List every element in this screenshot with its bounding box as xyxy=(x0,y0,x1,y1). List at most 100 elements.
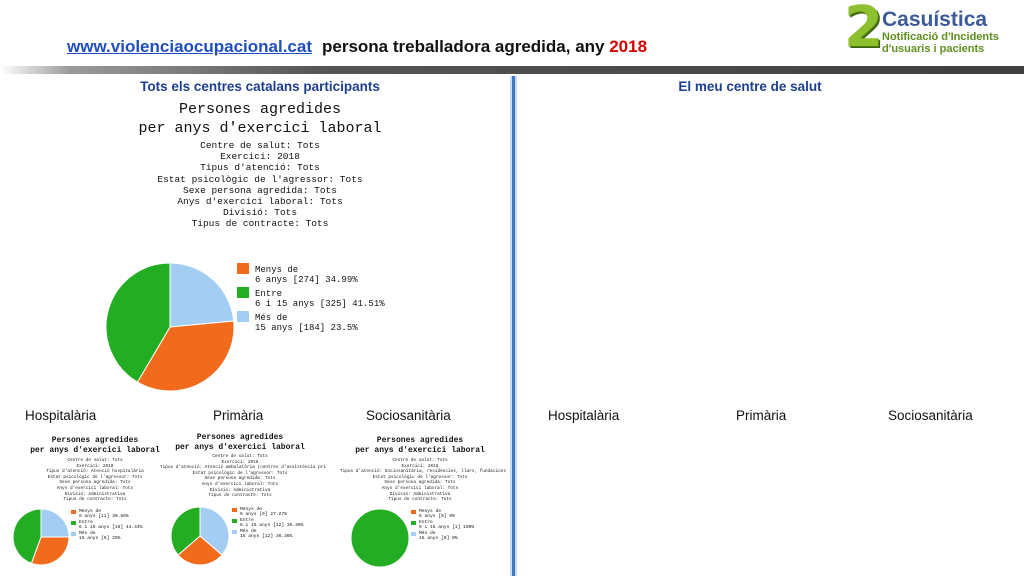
mini-legend-item: Més de 15 anys [0] 0% xyxy=(419,531,458,541)
mini-legend-text: Entre xyxy=(79,520,93,525)
mini-legend-text: Menys de xyxy=(240,507,263,512)
mini-legend-swatch xyxy=(71,521,76,525)
mini-legend-text: 15 anys [9] 25% xyxy=(79,536,121,541)
page-title: www.violenciaocupacional.cat persona treb… xyxy=(67,37,647,57)
casuistica-logo: 2 Casuística Notificació d'Incidents d'u… xyxy=(842,0,1022,60)
mini-chart-prim-filters: Centre de salut: Tots Exercici: 2018 Tip… xyxy=(160,454,326,499)
mini-title-line: Persones agredides xyxy=(376,436,464,445)
mini-filter-line: Estat psicològic de l'agressor: Tots xyxy=(372,474,468,480)
legend-text: Entre xyxy=(255,289,283,299)
pie-slice-0 xyxy=(30,536,70,566)
mini-legend-text: 6 anys [0] 0% xyxy=(419,514,455,519)
mini-filter-line: Anys d'exercici laboral: Tots xyxy=(56,485,134,491)
mini-legend-text: Entre xyxy=(240,518,254,523)
mini-legend-swatch xyxy=(411,521,416,525)
mini-chart-prim-title: Persones agredides per anys d'exercici l… xyxy=(165,433,315,453)
mini-filter-line: Tipus de contracte: Tots xyxy=(388,497,452,503)
filter-line: Sexe persona agredida: Tots xyxy=(183,184,337,196)
mini-filter-line: Exercici: 2018 xyxy=(76,463,114,469)
main-chart-title: Persones agredides per anys d'exercici l… xyxy=(110,100,410,138)
pie-slice-0 xyxy=(136,320,235,392)
mini-legend-text: Més de xyxy=(79,531,96,536)
pie-slice-2 xyxy=(199,506,230,556)
filter-line: Exercici: 2018 xyxy=(220,151,300,163)
mini-legend-text: 6 anys [9] 27.27% xyxy=(240,512,287,517)
mini-legend-swatch xyxy=(71,510,76,514)
website-link[interactable]: www.violenciaocupacional.cat xyxy=(67,37,312,56)
mini-title-line: per anys d'exercici laboral xyxy=(355,446,485,455)
mini-legend-swatch xyxy=(232,508,237,512)
mini-legend-item: Entre 6 i 15 anys [12] 36.36% xyxy=(240,518,303,528)
right-panel-heading: El meu centre de salut xyxy=(678,79,822,94)
mini-filter-line: Sexe persona agredida: Tots xyxy=(384,480,456,486)
mini-legend-item: Menys de 6 anys [9] 27.27% xyxy=(240,507,287,517)
logo-subtitle-line2: d'usuaris i pacients xyxy=(882,43,985,55)
logo-number: 2 xyxy=(844,0,883,60)
mini-legend-swatch xyxy=(232,519,237,523)
main-chart-title-line1: Persones agredides xyxy=(178,101,342,118)
legend-item-mes: Més de 15 anys [184] 23.5% xyxy=(255,313,358,333)
filter-line: Divisió: Tots xyxy=(222,207,298,219)
legend-text: Menys de xyxy=(255,265,299,275)
legend-item-entre: Entre 6 i 15 anys [325] 41.51% xyxy=(255,289,385,309)
main-pie-chart xyxy=(105,262,235,392)
filter-line: Estat psicològic de l'agressor: Tots xyxy=(157,173,363,185)
pie-slice-2 xyxy=(169,262,235,328)
left-label-primaria: Primària xyxy=(213,408,264,423)
pie-slice-1 xyxy=(350,508,410,568)
header-bar xyxy=(0,66,1024,74)
mini-legend-text: 6 i 15 anys [12] 36.36% xyxy=(240,523,304,528)
mini-legend-text: 15 anys [12] 36.36% xyxy=(240,534,293,539)
mini-filter-line: Divisió: Administrativa xyxy=(209,487,271,493)
right-label-sociosanitaria: Sociosanitària xyxy=(888,408,973,423)
mini-title-line: Persones agredides xyxy=(51,436,139,445)
legend-text: 6 anys [274] 34.99% xyxy=(255,275,358,285)
page-title-text: persona treballadora agredida, any xyxy=(322,37,605,56)
right-label-primaria: Primària xyxy=(736,408,787,423)
main-chart-filters: Centre de salut: Tots Exercici: 2018 Tip… xyxy=(110,140,410,230)
mini-filter-line: Centre de salut: Tots xyxy=(392,458,448,463)
mini-filter-line: Tipus de contracte: Tots xyxy=(208,493,272,499)
mini-filter-line: Sexe persona agredida: Tots xyxy=(204,476,276,482)
filter-line: Centre de salut: Tots xyxy=(200,140,320,151)
pie-slice-1 xyxy=(170,506,201,556)
mini-title-line: Persones agredides xyxy=(196,433,284,442)
mini-title-line: per anys d'exercici laboral xyxy=(30,446,160,455)
mini-legend-text: Menys de xyxy=(419,509,442,514)
mini-legend-text: Entre xyxy=(419,520,433,525)
mini-pie-hospitalaria xyxy=(12,508,70,566)
pie-slice-2 xyxy=(40,508,70,538)
mini-legend-text: 6 i 15 anys [1] 100% xyxy=(419,525,475,530)
panel-divider xyxy=(510,76,517,576)
mini-filter-line: Estat psicològic de l'agressor: Tots xyxy=(47,474,143,480)
mini-legend-swatch xyxy=(411,510,416,514)
legend-swatch-lightblue xyxy=(237,311,249,322)
pie-slice-0 xyxy=(177,535,223,566)
mini-chart-hosp-title: Persones agredides per anys d'exercici l… xyxy=(20,436,170,456)
mini-legend-swatch xyxy=(411,532,416,536)
mini-filter-line: Exercici: 2018 xyxy=(401,463,439,469)
legend-text: 15 anys [184] 23.5% xyxy=(255,323,358,333)
mini-filter-line: Anys d'exercici laboral: Tots xyxy=(381,485,459,491)
mini-legend-text: 15 anys [0] 0% xyxy=(419,536,458,541)
pie-slice-1 xyxy=(105,262,171,383)
filter-line: Anys d'exercici laboral: Tots xyxy=(177,196,343,208)
legend-swatch-orange xyxy=(237,263,249,274)
mini-filter-line: Anys d'exercici laboral: Tots xyxy=(201,481,279,487)
mini-filter-line: Sexe persona agredida: Tots xyxy=(59,480,131,486)
mini-legend-item: Menys de 6 anys [11] 30.56% xyxy=(79,509,129,519)
legend-swatch-green xyxy=(237,287,249,298)
mini-filter-line: Exercici: 2018 xyxy=(221,459,259,465)
mini-filter-line: Tipus d'atenció: Atenció ambulatòria (ce… xyxy=(160,465,326,471)
left-label-sociosanitaria: Sociosanitària xyxy=(366,408,451,423)
mini-filter-line: Tipus d'atenció: Sociosanitària, residèn… xyxy=(340,469,506,475)
mini-legend-item: Entre 6 i 15 anys [16] 44.44% xyxy=(79,520,142,530)
mini-chart-socio-filters: Centre de salut: Tots Exercici: 2018 Tip… xyxy=(340,458,506,503)
legend-text: Més de xyxy=(255,313,288,323)
mini-legend-text: Menys de xyxy=(79,509,102,514)
mini-filter-line: Centre de salut: Tots xyxy=(67,458,123,463)
mini-filter-line: Tipus d'atenció: Atenció hospitalària xyxy=(46,469,144,475)
legend-item-menys: Menys de 6 anys [274] 34.99% xyxy=(255,265,358,285)
mini-filter-line: Tipus de contracte: Tots xyxy=(63,497,127,503)
mini-legend-item: Més de 15 anys [12] 36.36% xyxy=(240,529,292,539)
